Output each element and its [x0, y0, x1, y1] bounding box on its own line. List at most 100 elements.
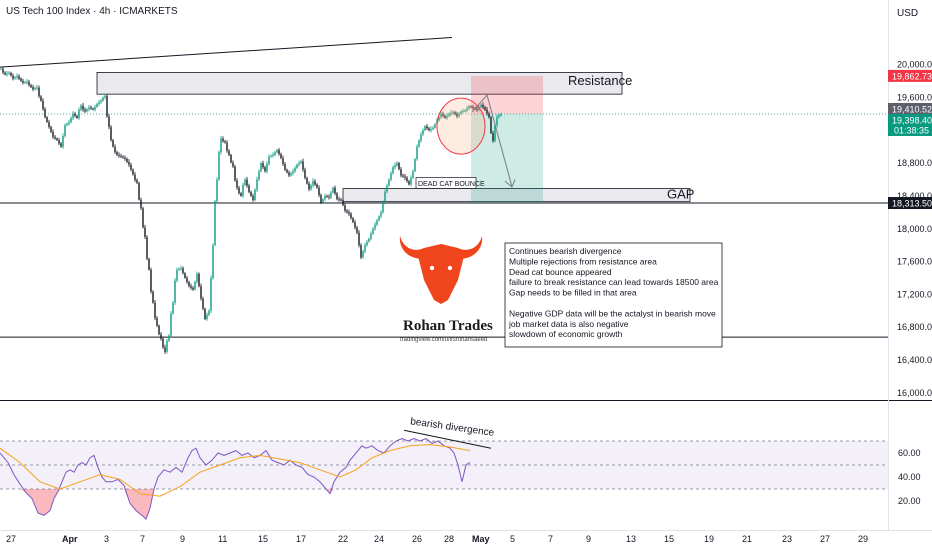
candle-body [480, 104, 482, 108]
candle-body [130, 164, 132, 170]
candle-body [122, 156, 124, 158]
candle-body [290, 173, 292, 176]
price-tick-label: 18,800.00 [897, 158, 932, 168]
time-tick-label: 9 [586, 534, 591, 544]
candle-body [132, 169, 134, 175]
candle-body [314, 181, 316, 185]
candle-body [142, 208, 144, 228]
candle-body [26, 81, 28, 83]
candle-body [416, 146, 418, 159]
candle-body [38, 87, 40, 97]
candle-body [242, 184, 244, 196]
candle-body [352, 218, 354, 223]
candle-body [190, 286, 192, 288]
candle-body [342, 200, 344, 206]
time-tick-label: 23 [782, 534, 792, 544]
resistance-label: Resistance [568, 73, 632, 88]
candle-body [124, 157, 126, 159]
candle-body [18, 76, 20, 79]
commentary-line: Multiple rejections from resistance area [509, 256, 657, 266]
candle-body [288, 172, 290, 176]
candle-body [432, 127, 434, 130]
currency-label[interactable]: USD [897, 8, 919, 19]
price-badge-support [888, 197, 932, 210]
candle-body [340, 199, 342, 201]
candle-body [150, 269, 152, 292]
candle-body [294, 168, 296, 172]
candle-body [464, 110, 466, 112]
candle-body [450, 113, 452, 115]
candle-body [348, 212, 350, 214]
rsi-line [0, 438, 471, 520]
candle-body [302, 161, 304, 170]
candle-body [92, 108, 94, 110]
price-badge-text: 19,398.40 [892, 115, 932, 125]
candle-body [206, 314, 208, 320]
rsi-tick-label: 60.00 [898, 448, 921, 458]
candle-body [226, 142, 228, 151]
time-tick-label: 17 [296, 534, 306, 544]
candle-body [388, 179, 390, 186]
price-badge-close [888, 113, 932, 136]
candle-body [312, 181, 314, 186]
candle-body [498, 115, 500, 118]
commentary-line: job market data is also negative [508, 319, 629, 329]
candle-body [144, 227, 146, 237]
candle-body [266, 163, 268, 172]
candle-body [20, 78, 22, 82]
candle-body [44, 108, 46, 118]
candle-body [268, 156, 270, 164]
candle-body [458, 113, 460, 117]
time-tick-label: 13 [626, 534, 636, 544]
price-tick-label: 17,200.00 [897, 289, 932, 299]
candle-body [280, 154, 282, 159]
candle-body [372, 228, 374, 234]
candle-body [54, 136, 56, 139]
candle-body [250, 191, 252, 196]
candle-body [160, 334, 162, 339]
candle-body [52, 131, 54, 137]
candle-body [368, 238, 370, 242]
candle-body [88, 107, 90, 110]
candle-body [234, 166, 236, 181]
candle-body [472, 107, 474, 109]
candle-body [162, 338, 164, 348]
candle-body [114, 146, 116, 153]
candle-body [198, 273, 200, 287]
time-tick-label: 15 [664, 534, 674, 544]
time-tick-label: 19 [704, 534, 714, 544]
candle-body [476, 108, 478, 110]
commentary-line: Continues bearish divergence [509, 246, 622, 256]
price-tick-label: 18,400.00 [897, 191, 932, 201]
candle-body [22, 81, 24, 83]
time-tick-label: 27 [6, 534, 16, 544]
candle-body [328, 196, 330, 198]
symbol-header[interactable]: US Tech 100 Index · 4h · ICMARKETS [6, 6, 178, 17]
candle-body [36, 87, 38, 89]
candle-body [408, 181, 410, 185]
candle-body [390, 173, 392, 180]
candle-body [210, 278, 212, 311]
candle-body [358, 232, 360, 246]
candle-body [34, 88, 36, 90]
price-tick-label: 19,600.00 [897, 92, 932, 102]
candle-body [396, 163, 398, 166]
candle-body [10, 72, 12, 76]
candle-body [392, 167, 394, 174]
candle-body [326, 195, 328, 197]
candle-body [374, 224, 376, 229]
candle-body [178, 268, 180, 270]
candle-body [106, 95, 108, 117]
candle-body [444, 115, 446, 118]
divergence-line [403, 429, 492, 449]
candle-body [308, 183, 310, 190]
candle-body [6, 73, 8, 75]
candle-body [306, 177, 308, 184]
time-tick-label: 3 [104, 534, 109, 544]
candle-body [60, 143, 62, 147]
candle-body [28, 81, 30, 86]
candle-body [56, 138, 58, 141]
risk-zone [471, 75, 543, 115]
candle-body [454, 112, 456, 115]
